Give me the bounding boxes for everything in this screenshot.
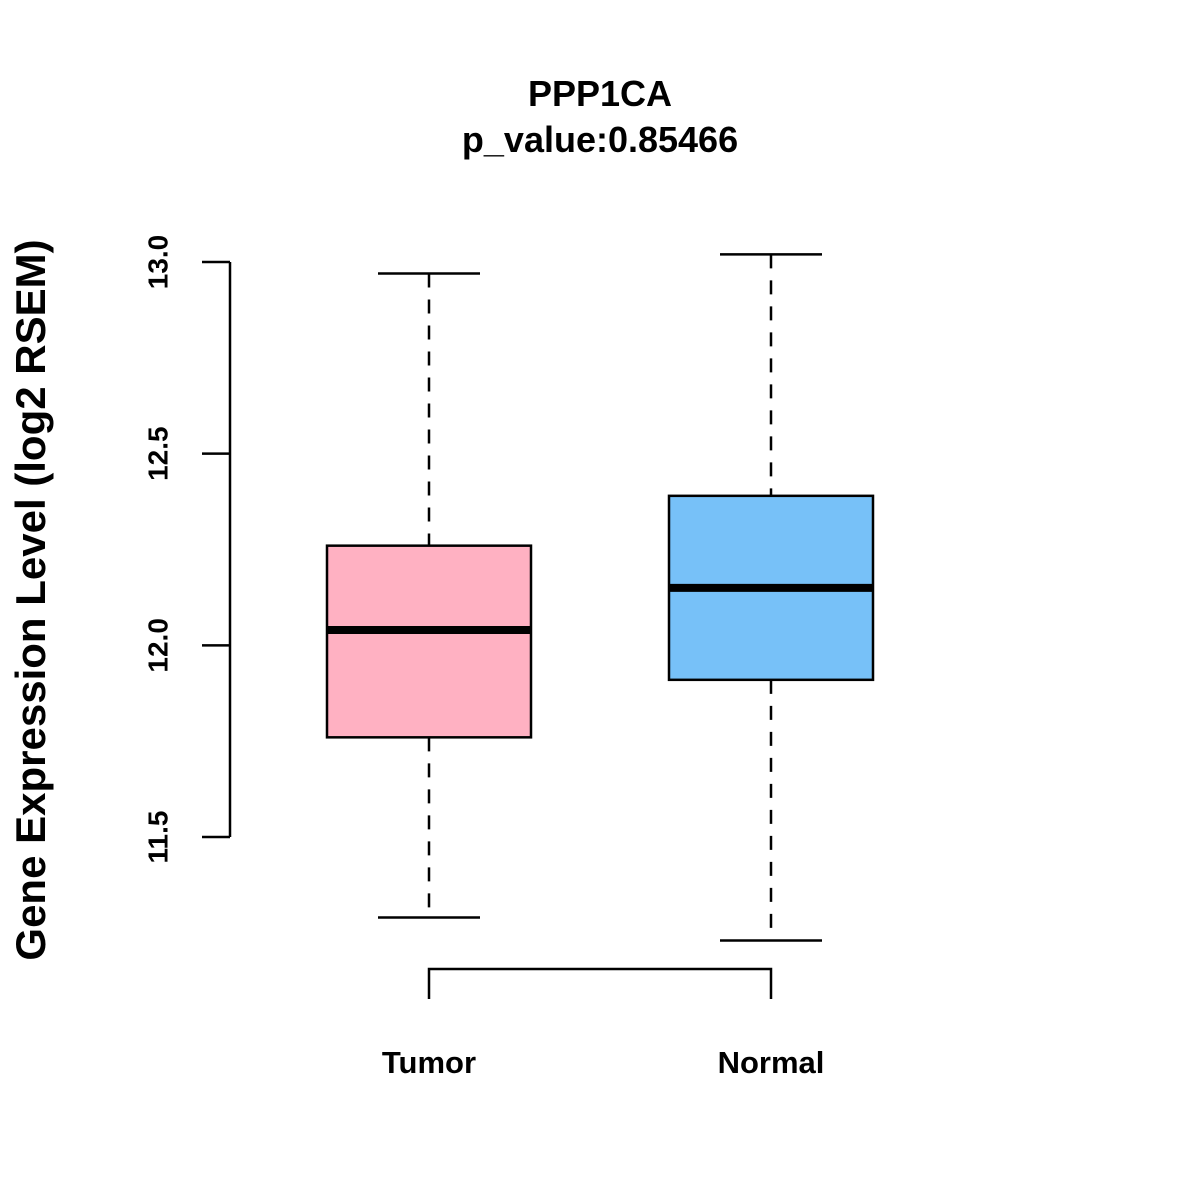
box-tumor: [325, 272, 533, 919]
x-label-normal: Normal: [718, 1045, 825, 1080]
iqr-box-tumor: [325, 544, 533, 739]
bracket-line: [427, 967, 773, 999]
x-axis-labels: Tumor Normal: [382, 1045, 824, 1080]
y-tick-label-2: 12.5: [143, 426, 174, 481]
chart-title: PPP1CA: [528, 73, 672, 114]
boxes-group: [325, 253, 875, 942]
y-tick-label-0: 11.5: [143, 811, 174, 864]
y-tick-label-3: 13.0: [143, 235, 174, 290]
chart-subtitle: p_value:0.85466: [462, 119, 738, 160]
y-axis: 11.5 12.0 12.5 13.0: [143, 235, 232, 864]
y-axis-label: Gene Expression Level (log2 RSEM): [7, 239, 54, 960]
x-label-tumor: Tumor: [382, 1045, 476, 1080]
box-normal: [667, 253, 875, 942]
comparison-bracket: [427, 967, 773, 999]
y-tick-label-1: 12.0: [143, 618, 174, 673]
